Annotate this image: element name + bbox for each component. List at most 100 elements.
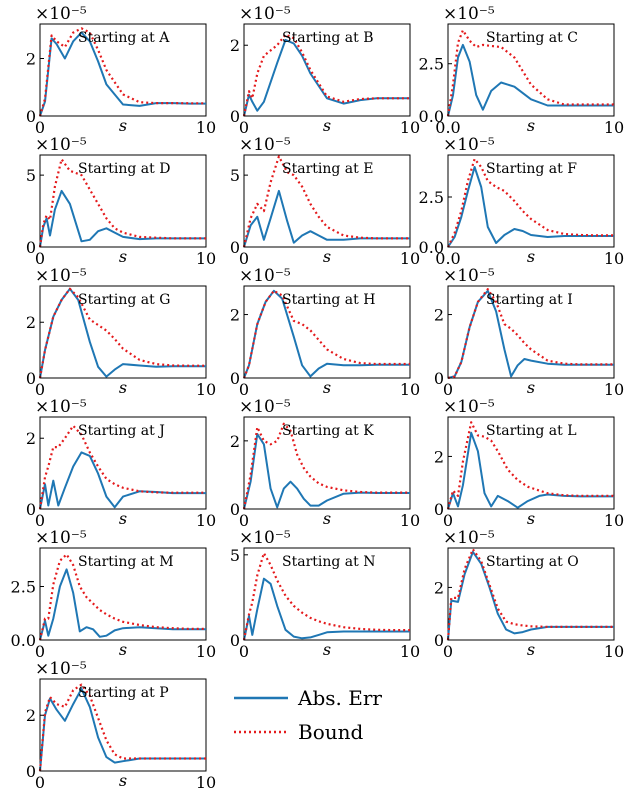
x-tick-label: 10	[400, 380, 420, 399]
y-tick-label: 2	[230, 306, 240, 325]
x-tick-label: 0	[443, 511, 453, 530]
legend-label-abs-err: Abs. Err	[298, 686, 382, 710]
y-tick-label: 0	[230, 238, 240, 257]
subplot-title: Starting at E	[282, 161, 373, 177]
x-tick-label: 10	[400, 642, 420, 661]
x-tick-label: 0	[35, 511, 45, 530]
x-tick-label: 0.0	[435, 249, 460, 268]
x-tick-label: 0	[239, 642, 249, 661]
subplot-title: Starting at I	[486, 292, 573, 308]
y-tick-label: 0	[230, 500, 240, 519]
y-tick-label: 0.0	[11, 631, 36, 650]
abs-err-line	[447, 550, 614, 641]
subplot-8: 0 2 0 10 s ×10⁻⁵ Starting at H	[230, 266, 420, 399]
plot-frame	[39, 547, 207, 641]
x-tick-label: 10	[196, 642, 216, 661]
subplot-title: Starting at N	[282, 554, 375, 570]
y-tick-label: 0	[434, 369, 444, 388]
subplot-10: 0 2 0 10 s ×10⁻⁵ Starting at J	[26, 397, 216, 530]
y-tick-label: 0	[26, 369, 36, 388]
y-tick-label: 5	[230, 546, 240, 565]
abs-err-line	[243, 577, 410, 641]
plot-frame	[447, 547, 615, 641]
x-tick-label: 0	[239, 380, 249, 399]
x-axis-label: s	[119, 378, 127, 397]
y-exponent-label: ×10⁻⁵	[239, 4, 291, 24]
subplot-13: 0.0 2.5 0 10 s ×10⁻⁵ Starting at M	[11, 528, 217, 661]
x-tick-label: 10	[196, 249, 216, 268]
plot-frame	[39, 416, 207, 510]
x-axis-label: s	[119, 771, 127, 790]
y-tick-label: 5	[230, 166, 240, 185]
x-axis-label: s	[119, 509, 127, 528]
bound-line	[38, 424, 206, 510]
subplot-title: Starting at K	[282, 423, 374, 439]
subplot-title: Starting at O	[486, 554, 579, 570]
subplot-12: 0 2 0 10 s ×10⁻⁵ Starting at L	[434, 397, 624, 530]
y-exponent-label: ×10⁻⁵	[35, 659, 87, 679]
abs-err-line	[447, 166, 614, 248]
bound-line	[38, 158, 206, 248]
plot-frame	[39, 285, 207, 379]
bound-line	[447, 288, 614, 380]
subplot-title: Starting at L	[486, 423, 577, 439]
subplot-title: Starting at P	[78, 685, 169, 701]
y-exponent-label: ×10⁻⁵	[443, 135, 495, 155]
subplot-9: 0 2 0 10 s ×10⁻⁵ Starting at I	[434, 266, 624, 399]
y-tick-label: 2.5	[419, 55, 444, 74]
y-tick-label: 2	[26, 706, 36, 725]
subplot-16: 0 2 0 10 s ×10⁻⁵ Starting at P	[26, 659, 216, 792]
subplot-title: Starting at B	[282, 30, 374, 46]
abs-err-line	[243, 289, 410, 379]
y-exponent-label: ×10⁻⁵	[443, 397, 495, 417]
y-tick-label: 2	[230, 432, 240, 451]
y-exponent-label: ×10⁻⁵	[239, 528, 291, 548]
x-axis-label: s	[119, 116, 127, 135]
bound-line	[38, 683, 206, 772]
y-tick-label: 0	[26, 500, 36, 519]
x-tick-label: 10	[604, 380, 624, 399]
plot-frame	[39, 678, 207, 772]
subplot-title: Starting at A	[78, 30, 170, 46]
abs-err-line	[39, 31, 206, 117]
x-tick-label: 10	[604, 249, 624, 268]
y-tick-label: 0	[26, 762, 36, 781]
plot-frame	[243, 23, 411, 117]
x-tick-label: 0	[239, 511, 249, 530]
x-axis-label: s	[527, 378, 535, 397]
y-tick-label: 2.5	[419, 188, 444, 207]
y-tick-label: 0	[434, 631, 444, 650]
bound-line	[242, 33, 410, 117]
subplot-title: Starting at F	[486, 161, 577, 177]
y-tick-label: 0.0	[419, 107, 444, 126]
bound-line	[38, 27, 206, 117]
abs-err-line	[39, 568, 206, 641]
y-exponent-label: ×10⁻⁵	[443, 4, 495, 24]
legend-label-bound: Bound	[298, 720, 364, 744]
subplot-4: 0 5 0 10 s ×10⁻⁵ Starting at D	[26, 135, 216, 268]
y-tick-label: 0	[26, 238, 36, 257]
x-tick-label: 0	[35, 642, 45, 661]
x-axis-label: s	[323, 378, 331, 397]
plot-frame	[447, 285, 615, 379]
bound-line	[242, 155, 410, 248]
x-tick-label: 0	[443, 642, 453, 661]
abs-err-line	[243, 189, 410, 248]
abs-err-line	[39, 687, 206, 772]
bound-line	[242, 422, 410, 510]
subplot-title: Starting at D	[78, 161, 170, 177]
abs-err-line	[243, 433, 410, 510]
plot-frame	[39, 23, 207, 117]
plot-frame	[243, 154, 411, 248]
y-tick-label: 5	[26, 166, 36, 185]
legend-item-bound: Bound	[232, 720, 432, 744]
plot-frame	[447, 154, 615, 248]
subplot-14: 0 5 0 10 s ×10⁻⁵ Starting at N	[230, 528, 420, 661]
y-tick-label: 2.5	[11, 578, 36, 597]
bound-line	[38, 553, 206, 641]
x-tick-label: 10	[196, 380, 216, 399]
y-tick-label: 0.0	[419, 238, 444, 257]
subplot-11: 0 2 0 10 s ×10⁻⁵ Starting at K	[230, 397, 420, 530]
y-tick-label: 2	[434, 447, 444, 466]
